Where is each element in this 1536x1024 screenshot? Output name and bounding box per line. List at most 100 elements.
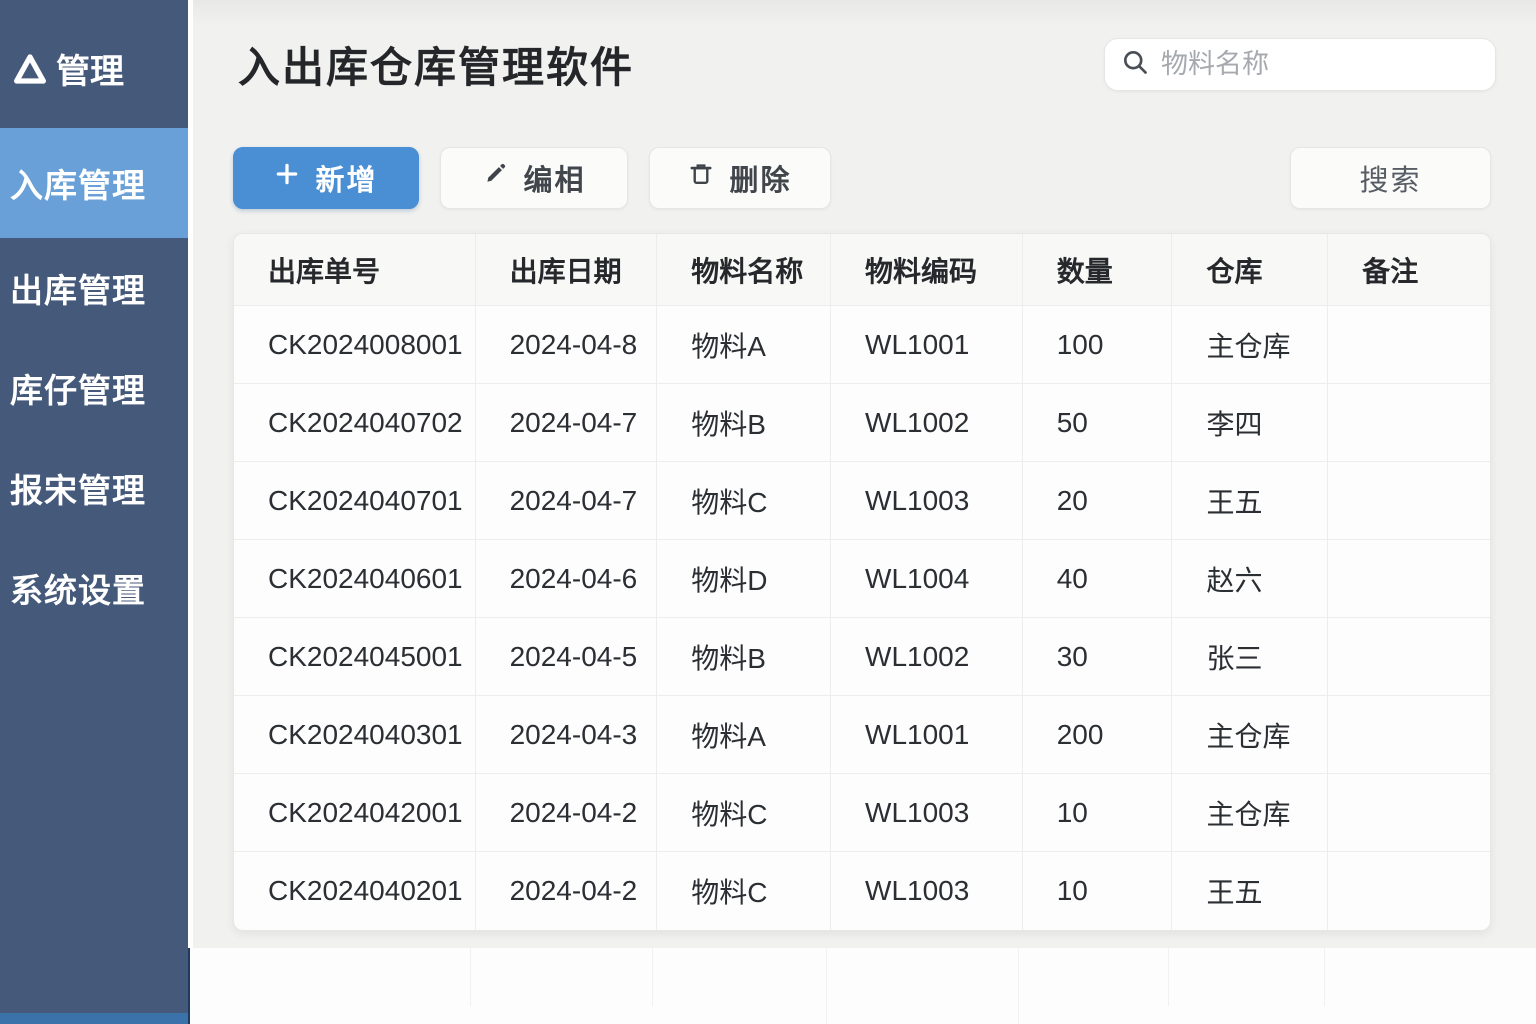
table-cell: WL1002 xyxy=(831,618,1023,696)
table-cell xyxy=(1328,306,1490,384)
table-cell: 物料C xyxy=(657,462,832,540)
table-cell: 2024-04-7 xyxy=(475,384,658,462)
sidebar-bottom-strip xyxy=(0,1013,188,1024)
ghost-column-line xyxy=(652,948,653,1006)
column-header: 仓库 xyxy=(1172,234,1329,306)
table-cell: 2024-04-3 xyxy=(475,696,658,774)
table-header: 出库单号 出库日期 物料名称 物料编码 数量 仓库 备注 xyxy=(234,234,1490,306)
table-cell: WL1003 xyxy=(831,852,1023,930)
table-cell: 10 xyxy=(1023,852,1173,930)
table-row[interactable]: CK2024042001 2024-04-2 物料C WL1003 10 主仓库 xyxy=(234,774,1490,852)
delete-button-label: 删除 xyxy=(729,165,792,197)
table-cell xyxy=(1328,774,1490,852)
add-button-label: 新增 xyxy=(315,165,378,197)
table-cell: CK2024040301 xyxy=(234,696,476,774)
table-cell: CK2024008001 xyxy=(234,306,476,384)
table-cell: WL1002 xyxy=(831,384,1023,462)
ghost-column-line xyxy=(1324,948,1325,1006)
sidebar-item-4[interactable]: 报宋管理 xyxy=(10,472,146,509)
table-cell: 2024-04-5 xyxy=(475,618,658,696)
search-button[interactable]: 搜索 xyxy=(1290,147,1491,209)
table-cell: 40 xyxy=(1022,540,1173,618)
table-cell: CK2024042001 xyxy=(234,774,476,852)
table-row[interactable]: CK2024040301 2024-04-3 物料A WL1001 200 主仓库 xyxy=(234,696,1490,774)
column-header: 出库日期 xyxy=(475,234,658,306)
table-cell xyxy=(1328,852,1490,930)
magnifier-icon xyxy=(1121,48,1149,81)
search-box[interactable] xyxy=(1104,37,1496,91)
column-header: 物料编码 xyxy=(831,234,1023,306)
column-header: 数量 xyxy=(1022,234,1173,306)
table-cell: 2024-04-8 xyxy=(475,306,658,384)
sidebar-item-3[interactable]: 库仔管理 xyxy=(10,372,146,409)
table-cell xyxy=(1328,462,1490,540)
page-header: 入出库仓库管理软件 xyxy=(233,0,1496,92)
plus-icon xyxy=(274,161,300,195)
toolbar: 新增 编相 删除 xyxy=(233,147,1491,209)
table-cell: 物料B xyxy=(657,384,832,462)
table-cell: 50 xyxy=(1022,384,1173,462)
search-button-label: 搜索 xyxy=(1359,165,1422,197)
table-cell: 李四 xyxy=(1172,384,1329,462)
brand: 管理 xyxy=(0,0,188,93)
add-button[interactable]: 新增 xyxy=(233,147,419,209)
column-header: 备注 xyxy=(1328,234,1490,306)
table-cell: CK2024045001 xyxy=(234,618,476,696)
sidebar-item-5[interactable]: 系统设置 xyxy=(10,572,146,609)
table-cell: 物料C xyxy=(657,774,832,852)
table-body: CK2024008001 2024-04-8 物料A WL1001 100 主仓库 CK20… xyxy=(234,306,1490,930)
table-cell: 主仓库 xyxy=(1172,696,1329,774)
table-row[interactable]: CK2024045001 2024-04-5 物料B WL1002 30 张三 xyxy=(234,618,1490,696)
table-cell: 主仓库 xyxy=(1172,306,1329,384)
table-cell: 100 xyxy=(1022,306,1173,384)
table-cell: 2024-04-2 xyxy=(476,852,658,930)
table-cell xyxy=(1328,540,1490,618)
table-cell: 物料A xyxy=(657,306,832,384)
delete-button[interactable]: 删除 xyxy=(649,147,831,209)
table-header-row: 出库单号 出库日期 物料名称 物料编码 数量 仓库 备注 xyxy=(234,234,1490,306)
content-panel: 入出库仓库管理软件 新增 xyxy=(188,0,1536,948)
table-cell: WL1001 xyxy=(831,696,1023,774)
sidebar-item-1[interactable]: 入库管理 xyxy=(0,128,188,238)
column-header: 出库单号 xyxy=(234,234,476,306)
table-cell: 物料B xyxy=(657,618,832,696)
table-row[interactable]: CK2024040701 2024-04-7 物料C WL1003 20 王五 xyxy=(234,462,1490,540)
table-cell: 物料D xyxy=(657,540,832,618)
sidebar-item-2[interactable]: 出库管理 xyxy=(10,272,146,309)
ghost-row xyxy=(228,948,1486,1024)
table-cell: WL1004 xyxy=(831,540,1023,618)
table-cell: CK2024040701 xyxy=(234,462,476,540)
table-row[interactable]: CK2024040201 2024-04-2 物料C WL1003 10 王五 xyxy=(234,852,1490,930)
ghost-column-line xyxy=(826,948,827,1024)
table-cell: 物料A xyxy=(657,696,832,774)
table-cell: 2024-04-7 xyxy=(475,462,658,540)
table-cell: WL1003 xyxy=(831,774,1023,852)
main-area: 入出库仓库管理软件 新增 xyxy=(188,0,1536,1024)
data-table: 出库单号 出库日期 物料名称 物料编码 数量 仓库 备注 CK2024008001 2024-… xyxy=(233,233,1491,931)
column-header: 物料名称 xyxy=(657,234,832,306)
search-input[interactable] xyxy=(1161,48,1479,80)
table-cell: 2024-04-2 xyxy=(475,774,658,852)
ghost-column-line xyxy=(1168,948,1169,1006)
edit-button[interactable]: 编相 xyxy=(440,147,628,209)
sidebar: 管理 入库管理出库管理库仔管理报宋管理系统设置 xyxy=(0,0,188,1024)
table-cell xyxy=(1328,696,1490,774)
trash-icon xyxy=(688,161,714,195)
lower-whitespace xyxy=(188,948,1536,1024)
table-cell xyxy=(1328,384,1490,462)
edit-button-label: 编相 xyxy=(523,165,586,197)
table-row[interactable]: CK2024040601 2024-04-6 物料D WL1004 40 赵六 xyxy=(234,540,1490,618)
table-cell: 主仓库 xyxy=(1172,774,1329,852)
brand-label: 管理 xyxy=(56,53,124,91)
table-cell: 20 xyxy=(1022,462,1173,540)
table-cell: 王五 xyxy=(1172,852,1329,930)
table-row[interactable]: CK2024040702 2024-04-7 物料B WL1002 50 李四 xyxy=(234,384,1490,462)
table-cell: 张三 xyxy=(1172,618,1329,696)
page-title: 入出库仓库管理软件 xyxy=(238,43,635,91)
ghost-column-line xyxy=(1018,948,1019,1024)
triangle-logo-icon xyxy=(14,53,46,84)
table-cell xyxy=(1328,618,1490,696)
table-cell: 物料C xyxy=(657,852,832,930)
table-cell: CK2024040702 xyxy=(234,384,476,462)
table-row[interactable]: CK2024008001 2024-04-8 物料A WL1001 100 主仓库 xyxy=(234,306,1490,384)
